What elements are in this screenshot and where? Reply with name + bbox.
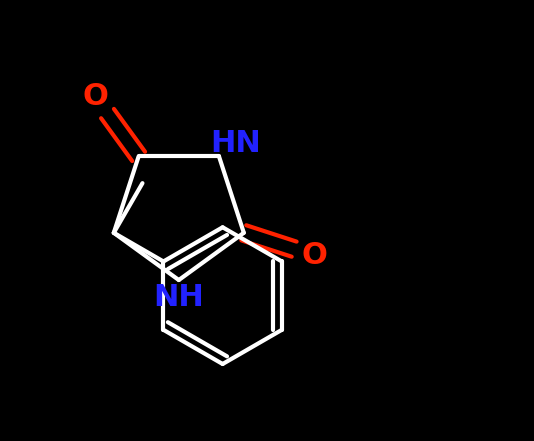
Text: O: O: [82, 82, 108, 111]
Text: NH: NH: [153, 283, 204, 312]
Text: HN: HN: [210, 129, 261, 158]
Text: O: O: [301, 241, 327, 270]
